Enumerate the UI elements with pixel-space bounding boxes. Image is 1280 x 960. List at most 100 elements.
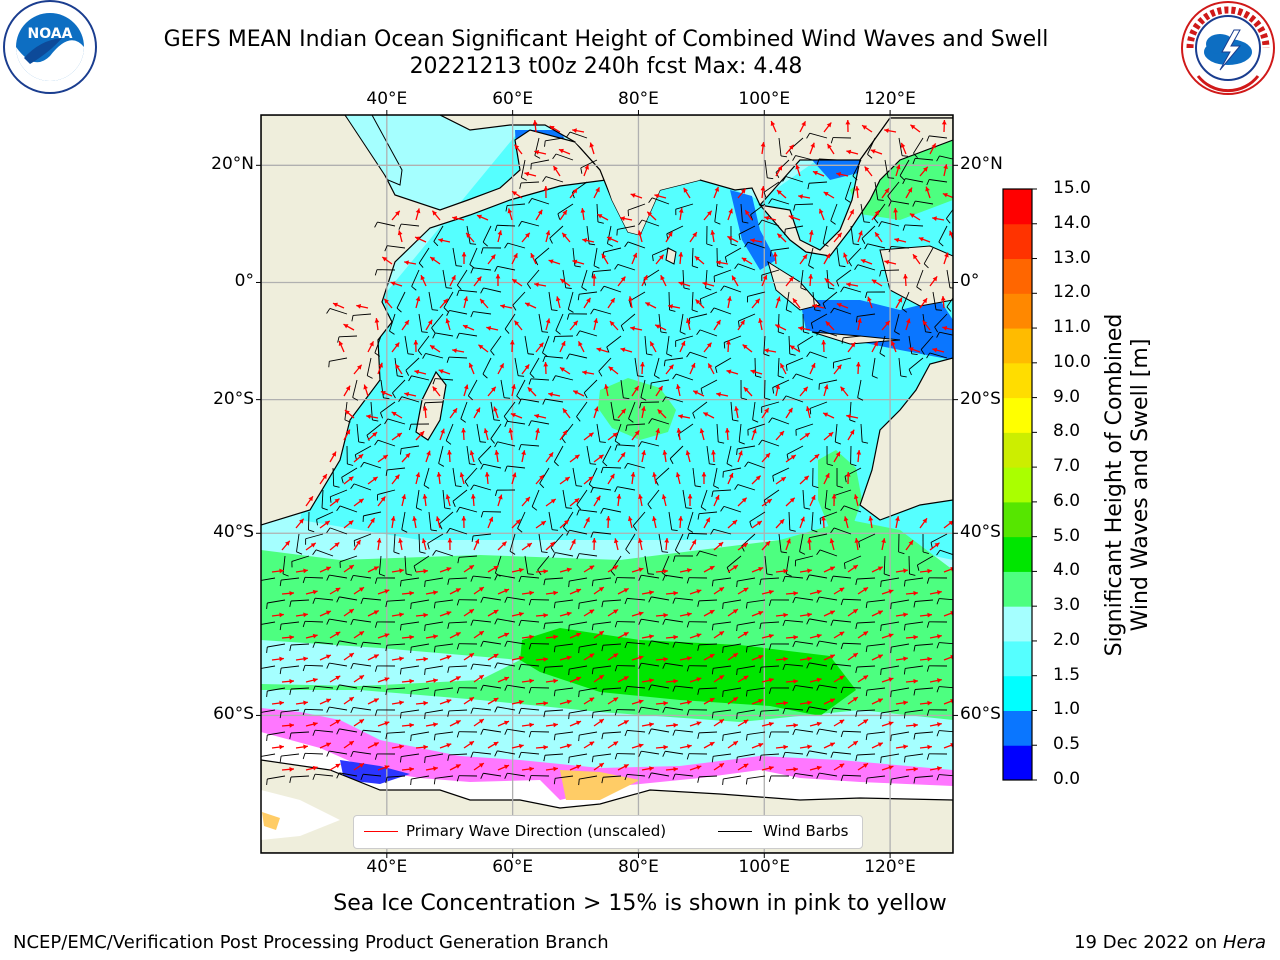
wind-barb-flag [543, 579, 546, 586]
wind-barb [740, 203, 743, 222]
wave-arrow-head [325, 566, 331, 572]
wind-barb [713, 269, 732, 277]
wind-barb-flag [374, 665, 378, 672]
wave-arrow-head [534, 149, 540, 155]
wind-barb-flag [419, 551, 426, 554]
wave-arrow-head [598, 763, 604, 768]
wave-arrow-head [893, 208, 898, 213]
wind-barb [267, 643, 286, 648]
wind-barb [514, 357, 519, 376]
wind-barb [699, 511, 718, 515]
wind-barb-flag [551, 309, 558, 312]
wind-barb-flag [809, 408, 812, 415]
wave-arrow-head [673, 678, 678, 684]
wave-arrow-head [850, 342, 856, 348]
wave-arrow-head [338, 340, 344, 346]
wave-arrow-head [890, 340, 896, 346]
wave-arrow-head [727, 236, 733, 241]
wave-arrow-head [374, 318, 380, 323]
wave-arrow-head [493, 741, 499, 747]
wave-arrow-head [825, 321, 831, 327]
wind-barb [497, 706, 516, 711]
map-subtitle-run: 20221213 t00z 240h fcst Max: 4.48 [409, 54, 803, 79]
wind-barb [764, 555, 768, 574]
wave-arrow-head [678, 252, 684, 257]
wave-arrow-head [927, 612, 932, 618]
wave-arrow-head [649, 634, 654, 639]
wave-arrow-head [409, 590, 414, 596]
wind-barb-flag [662, 707, 666, 713]
wind-barb-flag [312, 597, 316, 604]
wind-barb [452, 489, 468, 502]
wind-barb-flag [679, 331, 686, 335]
wind-barb-flag [457, 557, 460, 564]
wind-barb-flag [638, 663, 642, 669]
wind-barb [809, 574, 828, 579]
wave-arrow-head [468, 565, 474, 570]
wind-barb-flag [614, 440, 621, 445]
wind-barb [726, 555, 742, 568]
wave-arrow-head [518, 567, 524, 573]
wind-barb-flag [692, 265, 699, 269]
wave-arrow-head [657, 409, 663, 415]
wave-arrow-head [399, 612, 404, 618]
wave-arrow-head [596, 347, 602, 353]
wave-arrow-head [870, 149, 876, 154]
wave-arrow-head [925, 186, 930, 192]
wave-arrow-head [553, 590, 558, 596]
colorbar-label-line2: Wind Waves and Swell [m] [1128, 338, 1153, 632]
wind-barb-flag [601, 777, 604, 784]
wave-direction-arrow [954, 676, 965, 682]
lat-label-right: 40°S [960, 522, 1001, 543]
wind-barb-flag [358, 441, 365, 444]
wind-barb [661, 555, 670, 573]
wind-barb-flag [398, 223, 402, 230]
wind-barb-flag [744, 241, 749, 248]
wave-arrow-head [598, 631, 604, 636]
wave-arrow-head [711, 450, 716, 455]
wind-barb [411, 731, 430, 736]
wind-barb [507, 728, 526, 733]
wind-barb [579, 553, 598, 557]
wave-arrow-head [709, 566, 715, 571]
wind-barb-flag [648, 728, 652, 735]
wind-barb [749, 511, 766, 523]
wind-barb-flag [662, 751, 666, 757]
wind-barb [593, 247, 598, 266]
wave-arrow-head [877, 566, 883, 571]
wind-barb [771, 417, 790, 425]
wave-arrow-head [743, 631, 749, 637]
wave-arrow-head [512, 279, 518, 284]
wind-barb-flag [742, 221, 749, 224]
wave-arrow-head [493, 609, 499, 615]
wind-barb [339, 772, 358, 777]
wind-barb-flag [427, 543, 430, 550]
wind-barb-flag [482, 373, 488, 379]
wind-barb-flag [722, 778, 724, 785]
wind-barb-flag [781, 551, 788, 554]
wind-barb-flag [589, 243, 596, 246]
wave-arrow-head [527, 387, 533, 393]
wave-arrow-head [359, 719, 364, 724]
wave-arrow-head [877, 610, 883, 615]
wind-barb [842, 774, 862, 777]
wave-arrow-head [630, 193, 636, 198]
wave-arrow-head [871, 279, 877, 284]
wave-arrow-head [686, 700, 692, 705]
wind-barb-flag [853, 243, 860, 246]
wave-arrow-head [727, 296, 732, 301]
colorbar-segment [1003, 293, 1032, 329]
wave-coastal-indonesia [800, 300, 953, 360]
wind-barb-flag [410, 734, 412, 742]
wind-barb-flag [353, 540, 356, 547]
wind-barb [603, 775, 622, 778]
wave-arrow-head [399, 568, 404, 574]
wind-barb [473, 663, 492, 667]
wind-barb-flag [759, 711, 762, 718]
wind-barb-flag [916, 564, 920, 571]
wave-arrow-head [663, 656, 668, 662]
wind-barb [396, 291, 406, 309]
wave-arrow-head [903, 700, 908, 706]
wind-barb-flag [411, 286, 417, 291]
colorbar-segment [1003, 675, 1032, 711]
